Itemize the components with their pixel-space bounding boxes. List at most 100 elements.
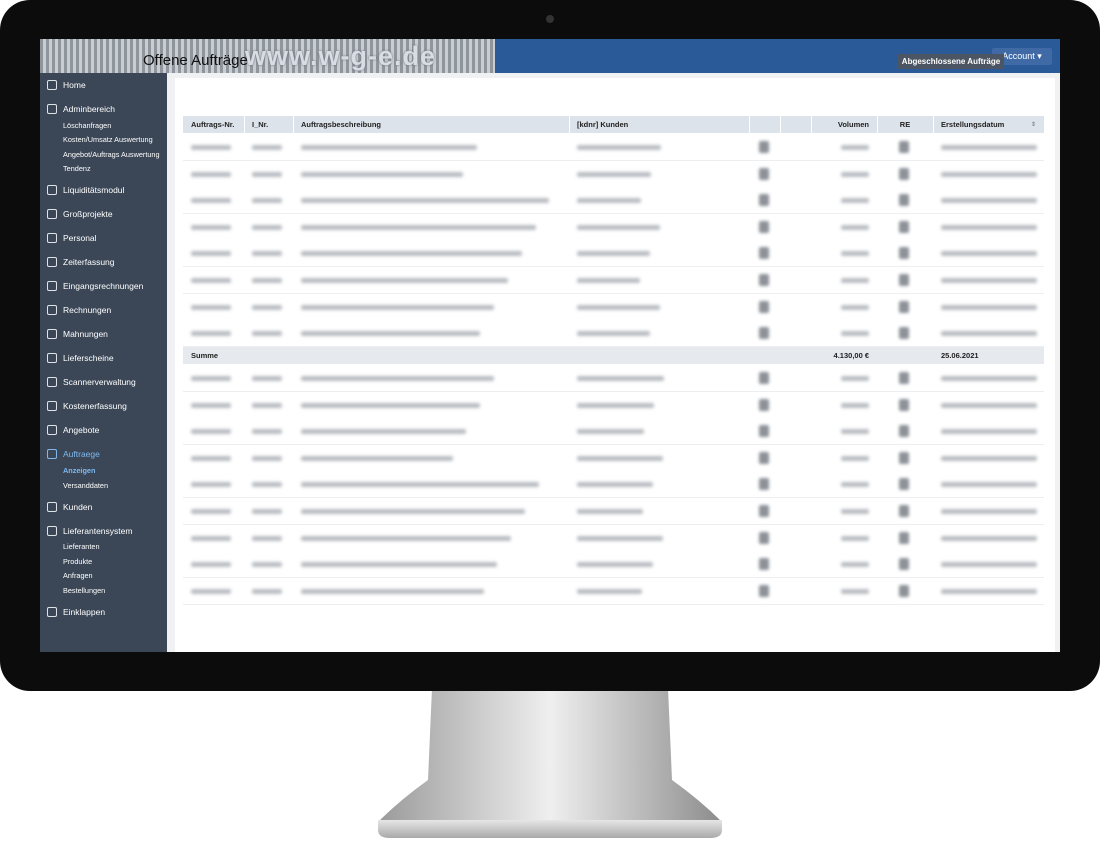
re-icon xyxy=(899,220,909,233)
sidebar-subitem[interactable]: Lieferanten xyxy=(63,542,100,552)
blurred-text xyxy=(941,198,1037,204)
sidebar-item[interactable]: Liquiditätsmodul xyxy=(63,185,125,196)
page-title: Offene Aufträge xyxy=(143,52,248,69)
sidebar-item[interactable]: Mahnungen xyxy=(63,329,108,340)
blurred-text xyxy=(841,509,869,514)
blurred-text xyxy=(252,145,282,150)
blurred-text xyxy=(941,376,1037,381)
column-divider xyxy=(877,116,878,133)
blurred-text xyxy=(252,331,282,337)
sidebar-item[interactable]: Home xyxy=(63,80,86,90)
blurred-text xyxy=(841,304,869,310)
sidebar-subitem[interactable]: Produkte xyxy=(63,556,93,566)
sidebar-icon xyxy=(47,525,57,536)
column-divider xyxy=(293,116,294,133)
account-button[interactable]: Account ▾ xyxy=(992,48,1052,65)
sidebar-icon xyxy=(47,353,57,364)
blurred-text xyxy=(252,376,282,381)
re-icon xyxy=(899,584,909,597)
blurred-text xyxy=(577,535,663,541)
doc-icon xyxy=(759,425,769,438)
sidebar-item[interactable]: Großprojekte xyxy=(63,209,113,220)
blurred-row xyxy=(183,293,1044,321)
blurred-text xyxy=(301,198,550,204)
blurred-text xyxy=(252,509,282,514)
sidebar-item[interactable]: Lieferscheine xyxy=(63,353,114,364)
blurred-text xyxy=(941,509,1037,514)
blurred-text xyxy=(191,588,231,594)
doc-icon xyxy=(759,247,769,260)
blurred-text xyxy=(841,224,869,230)
closed-orders-button[interactable]: Abgeschlossene Aufträge xyxy=(898,54,1004,69)
blurred-row xyxy=(183,134,1044,161)
column-header: RE xyxy=(899,120,911,129)
sidebar-icon xyxy=(47,305,57,316)
blurred-text xyxy=(191,535,231,541)
blurred-text xyxy=(301,331,481,337)
sidebar-item[interactable]: Auftraege xyxy=(63,449,100,460)
column-header: Erstellungsdatum xyxy=(941,120,1005,129)
sidebar-item[interactable]: Zeiterfassung xyxy=(63,257,115,268)
sidebar-item[interactable]: Eingangsrechnungen xyxy=(63,281,144,292)
re-icon xyxy=(899,398,909,411)
column-header: [kdnr] Kunden xyxy=(577,120,629,129)
blurred-text xyxy=(252,482,282,488)
sidebar-item[interactable]: Kostenerfassung xyxy=(63,401,127,412)
blurred-text xyxy=(941,331,1037,337)
blurred-text xyxy=(941,278,1037,283)
blurred-row xyxy=(183,391,1044,419)
blurred-row xyxy=(183,444,1044,472)
sidebar-item[interactable]: Kunden xyxy=(63,501,93,512)
sidebar-item[interactable]: Adminbereich xyxy=(63,104,115,114)
sidebar-subitem[interactable]: Löschanfragen xyxy=(63,120,112,130)
sidebar-subitem[interactable]: Angebot/Auftrags Auswertung xyxy=(63,149,160,159)
blurred-text xyxy=(252,224,282,230)
doc-icon xyxy=(759,478,769,491)
sidebar-icon xyxy=(47,257,57,268)
sidebar-item[interactable]: Scannerverwaltung xyxy=(63,377,136,388)
sidebar-item[interactable]: Personal xyxy=(63,233,97,244)
blurred-text xyxy=(252,198,282,204)
column-divider xyxy=(780,116,781,133)
blurred-text xyxy=(941,145,1037,150)
sidebar-subitem[interactable]: Kosten/Umsatz Auswertung xyxy=(63,135,153,145)
sidebar-item[interactable]: Einklappen xyxy=(63,607,106,617)
sidebar-subitem[interactable]: Tendenz xyxy=(63,164,91,174)
blurred-text xyxy=(577,145,661,150)
sidebar-subitem[interactable]: Anfragen xyxy=(63,571,93,581)
blurred-row xyxy=(183,577,1044,605)
sidebar-icon xyxy=(47,233,57,244)
sidebar-item[interactable]: Lieferantensystem xyxy=(63,525,133,536)
blurred-text xyxy=(841,171,869,177)
blurred-text xyxy=(301,278,508,283)
blurred-text xyxy=(577,171,651,177)
column-header: Volumen xyxy=(837,120,869,129)
sidebar-subitem[interactable]: Bestellungen xyxy=(63,585,106,595)
sidebar-icon xyxy=(47,185,57,196)
blurred-text xyxy=(577,198,641,204)
column-divider xyxy=(749,116,750,133)
blurred-text xyxy=(841,402,869,408)
blurred-text xyxy=(841,145,869,150)
blurred-text xyxy=(252,455,282,461)
blurred-row xyxy=(183,498,1044,525)
blurred-text xyxy=(941,482,1037,488)
doc-icon xyxy=(759,194,769,207)
sidebar-item[interactable]: Angebote xyxy=(63,425,100,436)
blurred-text xyxy=(301,304,495,310)
sidebar-subitem[interactable]: Versanddaten xyxy=(63,480,109,490)
re-icon xyxy=(899,247,909,260)
logo: www.w-g-e.de xyxy=(40,39,495,73)
blurred-text xyxy=(577,331,650,337)
blurred-text xyxy=(252,402,282,408)
blurred-text xyxy=(941,304,1037,310)
column-header: Auftragsbeschreibung xyxy=(301,120,382,129)
sidebar-icon xyxy=(47,209,57,220)
blurred-text xyxy=(941,251,1037,257)
sidebar-item[interactable]: Rechnungen xyxy=(63,305,112,316)
blurred-text xyxy=(252,278,282,283)
blurred-text xyxy=(252,171,282,177)
blurred-text xyxy=(252,429,282,435)
blurred-text xyxy=(191,304,231,310)
sidebar-subitem[interactable]: Anzeigen xyxy=(63,465,96,475)
